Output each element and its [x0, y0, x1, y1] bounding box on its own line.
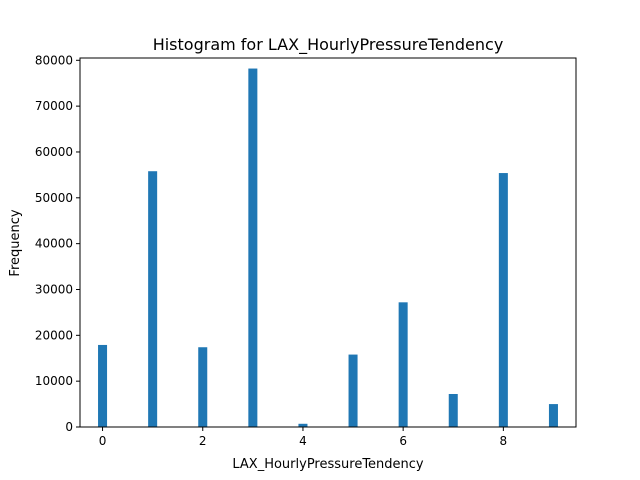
x-tick-label-2: 4	[299, 434, 307, 448]
y-tick-label-4: 40000	[35, 237, 73, 251]
bars-group	[98, 68, 558, 428]
histogram-bar-7	[448, 393, 458, 427]
x-tick-label-1: 2	[199, 434, 207, 448]
y-tick-label-0: 0	[65, 420, 73, 434]
y-tick-label-7: 70000	[35, 99, 73, 113]
y-tick-label-3: 30000	[35, 282, 73, 296]
y-tick-label-1: 10000	[35, 374, 73, 388]
y-axis-label: Frequency	[8, 209, 23, 276]
histogram-bar-0	[98, 344, 108, 427]
y-tick-label-8: 80000	[35, 53, 73, 67]
x-axis-label: LAX_HourlyPressureTendency	[232, 457, 424, 472]
histogram-bar-8	[498, 173, 508, 427]
x-tick-label-0: 0	[99, 434, 107, 448]
histogram-bar-2	[198, 347, 208, 427]
y-tick-label-2: 20000	[35, 328, 73, 342]
y-axis-ticks: 0 10000 20000 30000 40000 50000 60000 70000 8000…	[35, 53, 80, 434]
histogram-bar-6	[398, 302, 408, 427]
histogram-bar-9	[548, 404, 558, 427]
chart-title: Histogram for LAX_HourlyPressureTendency	[153, 35, 504, 55]
y-tick-label-5: 50000	[35, 191, 73, 205]
x-axis-ticks: 0 2 4 6 8	[99, 427, 507, 448]
histogram-bar-1	[148, 171, 158, 427]
histogram-bar-4	[298, 423, 308, 427]
plot-frame	[79, 57, 577, 428]
x-tick-label-4: 8	[500, 434, 508, 448]
x-tick-label-3: 6	[399, 434, 407, 448]
histogram-bar-3	[248, 68, 258, 428]
y-tick-label-6: 60000	[35, 145, 73, 159]
histogram-bar-5	[348, 354, 358, 427]
